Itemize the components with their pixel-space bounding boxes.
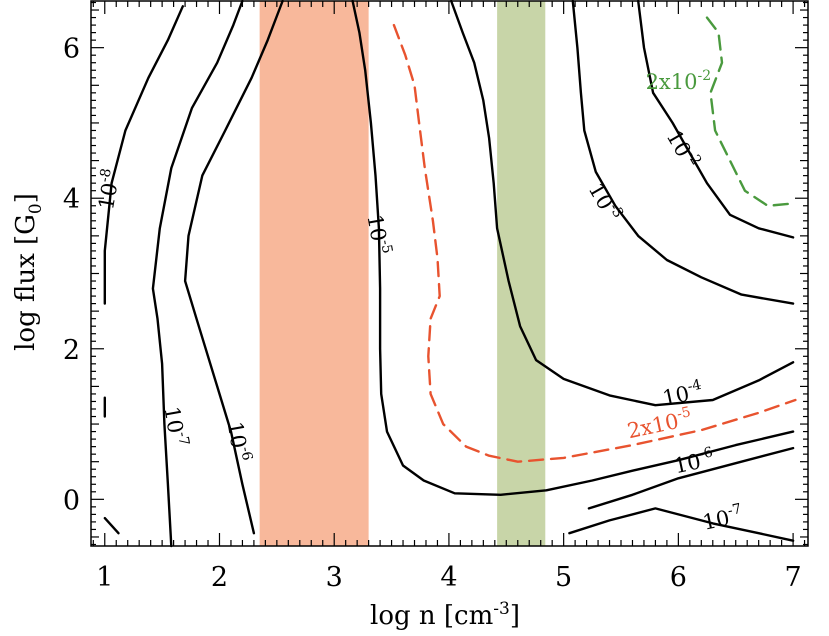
label-1e-6-right-base: 10 bbox=[672, 449, 703, 478]
label-2e-2-exponent: -2 bbox=[698, 68, 712, 84]
contour-1e-5 bbox=[351, 0, 795, 496]
y-axis-title-end: ] bbox=[11, 193, 41, 203]
y-tick-label: 0 bbox=[63, 485, 80, 516]
contour-lines bbox=[103, 0, 797, 548]
y-tick-label: 4 bbox=[63, 184, 80, 215]
label-1e-7-right-base: 10 bbox=[701, 506, 732, 535]
x-tick-label: 5 bbox=[555, 562, 572, 593]
x-tick-label: 2 bbox=[211, 562, 228, 593]
label-1e-5-exponent: -5 bbox=[377, 239, 395, 255]
label-2e-5-base: 2x10 bbox=[625, 409, 681, 443]
contour-2e-2 bbox=[705, 16, 795, 207]
label-2e-2: 2x10-2 bbox=[646, 68, 712, 94]
label-1e-8-exponent: -8 bbox=[97, 167, 115, 183]
y-tick-label: 2 bbox=[63, 335, 80, 366]
contour-1e-3 bbox=[571, 0, 795, 305]
contour-1e-6-right bbox=[587, 446, 795, 510]
x-tick-label: 4 bbox=[440, 562, 457, 593]
x-tick-label: 7 bbox=[784, 562, 801, 593]
x-tick-label: 1 bbox=[96, 562, 113, 593]
label-1e-4-exponent: -4 bbox=[686, 377, 703, 396]
contour-1e-4 bbox=[450, 0, 795, 407]
label-1e-7: 10-7 bbox=[159, 404, 192, 448]
y-axis-title-sub: 0 bbox=[26, 203, 46, 214]
x-axis-title-end: ] bbox=[510, 601, 520, 631]
contour-1e-6 bbox=[183, 0, 284, 535]
label-1e-6-right: 10-6 bbox=[671, 444, 716, 478]
label-1e-5-base: 10 bbox=[362, 213, 390, 243]
contour-labels: 10-810-7 10-610-52x10-510-410-310-22x10-2… bbox=[92, 68, 745, 535]
label-1e-6: 10-6 bbox=[223, 419, 256, 463]
green-band bbox=[497, 1, 546, 546]
x-axis-title: log n [cm-3] bbox=[370, 599, 520, 631]
x-tick-label: 3 bbox=[326, 562, 343, 593]
contour-1e-7-right bbox=[568, 507, 795, 542]
label-1e-6-base: 10 bbox=[223, 420, 251, 450]
label-2e-5: 2x10-5 bbox=[625, 404, 695, 443]
label-2e-5-exponent: -5 bbox=[676, 404, 693, 422]
label-1e-7-right-exponent: -7 bbox=[726, 501, 743, 519]
y-axis-title: log flux [G0] bbox=[11, 193, 46, 351]
label-1e-6-exponent: -6 bbox=[237, 446, 255, 462]
contour-1e-8-top bbox=[103, 5, 184, 305]
y-tick-label: 6 bbox=[63, 34, 80, 65]
label-1e-4-base: 10 bbox=[660, 382, 691, 411]
contour-1e-2 bbox=[637, 0, 795, 239]
label-1e-8: 10-8 bbox=[92, 167, 125, 211]
label-1e-3: 10-3 bbox=[584, 178, 627, 226]
label-1e-6-right-exponent: -6 bbox=[698, 444, 715, 463]
x-axis-title-main: log n [cm bbox=[370, 601, 493, 631]
label-1e-7-base: 10 bbox=[159, 405, 187, 435]
label-1e-7-exponent: -7 bbox=[174, 431, 192, 447]
tick-labels: 1 2 3 4 5 6 7 0 2 4 6 bbox=[63, 34, 802, 593]
label-1e-8-base: 10 bbox=[94, 181, 122, 211]
label-1e-5: 10-5 bbox=[362, 212, 395, 256]
x-axis-title-sup: -3 bbox=[493, 599, 510, 619]
shaded-bands bbox=[259, 1, 546, 546]
label-1e-7-right: 10-7 bbox=[700, 501, 745, 535]
contour-2e-5 bbox=[392, 23, 797, 463]
label-1e-4: 10-4 bbox=[660, 377, 705, 411]
label-2e-2-base: 2x10 bbox=[646, 70, 698, 94]
orange-band bbox=[259, 1, 369, 546]
contour-1e-8 bbox=[103, 516, 120, 535]
x-tick-label: 6 bbox=[670, 562, 687, 593]
axis-ticks bbox=[91, 1, 808, 546]
contour-1e-7 bbox=[151, 0, 244, 548]
y-axis-title-main: log flux [G bbox=[11, 214, 41, 351]
